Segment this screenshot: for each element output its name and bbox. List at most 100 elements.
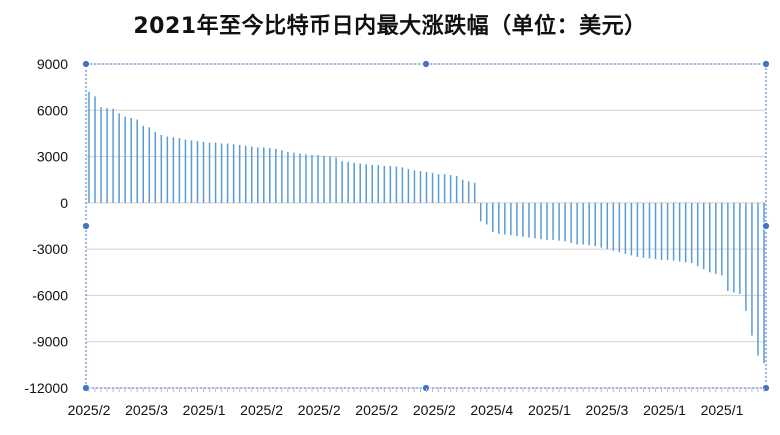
bar bbox=[672, 202, 675, 261]
bar bbox=[721, 202, 723, 276]
x-tick-label: 2025/1 bbox=[183, 402, 226, 418]
x-tick-label: 2025/2 bbox=[355, 402, 398, 418]
bar bbox=[522, 202, 524, 237]
bar bbox=[190, 140, 193, 203]
bar bbox=[238, 145, 241, 203]
bar bbox=[504, 202, 506, 235]
x-tick-label: 2025/2 bbox=[68, 402, 111, 418]
bar bbox=[558, 202, 560, 241]
bar bbox=[305, 154, 307, 203]
resize-handle[interactable] bbox=[761, 383, 771, 393]
bar bbox=[709, 202, 711, 273]
resize-handle[interactable] bbox=[81, 59, 91, 69]
resize-handle[interactable] bbox=[421, 59, 431, 69]
resize-handle[interactable] bbox=[761, 59, 771, 69]
bar bbox=[745, 202, 747, 311]
bar bbox=[443, 174, 446, 203]
y-tick-label: 0 bbox=[60, 195, 68, 211]
bar bbox=[166, 136, 169, 203]
bar bbox=[371, 165, 374, 203]
bar bbox=[486, 202, 488, 225]
bar bbox=[202, 141, 205, 203]
bar bbox=[293, 152, 295, 203]
bar bbox=[196, 141, 199, 203]
bar bbox=[395, 166, 398, 203]
bar bbox=[281, 150, 283, 203]
bar bbox=[498, 202, 500, 234]
bar bbox=[552, 202, 554, 240]
bar bbox=[648, 202, 651, 259]
y-tick-label: 6000 bbox=[37, 102, 68, 118]
bar bbox=[684, 202, 687, 263]
bar bbox=[576, 202, 578, 245]
x-tick-label: 2025/4 bbox=[470, 402, 513, 418]
bar bbox=[347, 161, 349, 203]
bar bbox=[341, 161, 343, 203]
gridlines bbox=[86, 63, 766, 389]
bar bbox=[124, 116, 126, 203]
y-tick-label: 9000 bbox=[37, 56, 68, 72]
bar bbox=[455, 175, 458, 203]
bar bbox=[226, 143, 229, 203]
y-tick-label: -12000 bbox=[24, 380, 68, 396]
bar bbox=[257, 147, 259, 203]
bar bbox=[467, 181, 470, 203]
bar bbox=[323, 155, 325, 203]
bar bbox=[582, 202, 584, 245]
bar bbox=[88, 91, 90, 203]
bar bbox=[118, 113, 120, 203]
bar bbox=[588, 202, 590, 246]
resize-handle[interactable] bbox=[761, 221, 771, 231]
bar bbox=[564, 202, 566, 242]
bar bbox=[702, 202, 705, 270]
selection-frame-border bbox=[85, 63, 767, 389]
bar bbox=[299, 153, 301, 203]
bar bbox=[570, 202, 572, 243]
bar bbox=[407, 168, 410, 203]
bar bbox=[678, 202, 681, 262]
bar bbox=[100, 107, 102, 203]
x-axis-ticks: 2025/2 2025/3 2025/1 2025/2 2025/2 2025/2 2025… bbox=[68, 388, 765, 418]
bar bbox=[606, 202, 609, 250]
bar bbox=[317, 155, 319, 203]
bar bbox=[510, 202, 512, 236]
bar bbox=[516, 202, 518, 237]
x-tick-label: 2025/1 bbox=[701, 402, 744, 418]
x-tick-label: 2025/1 bbox=[528, 402, 571, 418]
bar bbox=[244, 145, 247, 203]
resize-handle[interactable] bbox=[81, 383, 91, 393]
bar bbox=[287, 151, 289, 203]
bar bbox=[594, 202, 596, 247]
bar bbox=[666, 202, 669, 260]
bar bbox=[751, 202, 753, 336]
y-axis-ticks: 9000 6000 3000 0 -3000 -6000 -9000 -12000 bbox=[24, 56, 68, 396]
y-tick-label: -3000 bbox=[32, 241, 68, 257]
y-tick-label: -9000 bbox=[32, 334, 68, 350]
x-tick-label: 2025/3 bbox=[125, 402, 168, 418]
bar bbox=[136, 119, 138, 203]
bar bbox=[94, 96, 96, 203]
chart-title: 2021年至今比特币日内最大涨跌幅（单位：美元） bbox=[133, 14, 647, 39]
bar bbox=[220, 143, 223, 203]
bar bbox=[263, 147, 265, 203]
bar bbox=[727, 202, 729, 291]
bar bbox=[654, 202, 657, 260]
bar bbox=[696, 202, 699, 267]
x-tick-label: 2025/2 bbox=[240, 402, 283, 418]
bar bbox=[130, 118, 132, 203]
bar bbox=[401, 167, 404, 203]
bar bbox=[425, 172, 428, 203]
bar bbox=[636, 202, 639, 257]
bar bbox=[461, 179, 464, 203]
bar bbox=[269, 148, 271, 203]
bar bbox=[106, 107, 108, 203]
bar bbox=[112, 108, 114, 203]
bar bbox=[479, 202, 482, 222]
resize-handle[interactable] bbox=[81, 221, 91, 231]
bar bbox=[733, 202, 735, 293]
bar bbox=[540, 202, 542, 240]
bar bbox=[473, 182, 476, 203]
bar bbox=[419, 171, 422, 203]
bar bbox=[154, 131, 157, 203]
bar bbox=[449, 175, 452, 203]
